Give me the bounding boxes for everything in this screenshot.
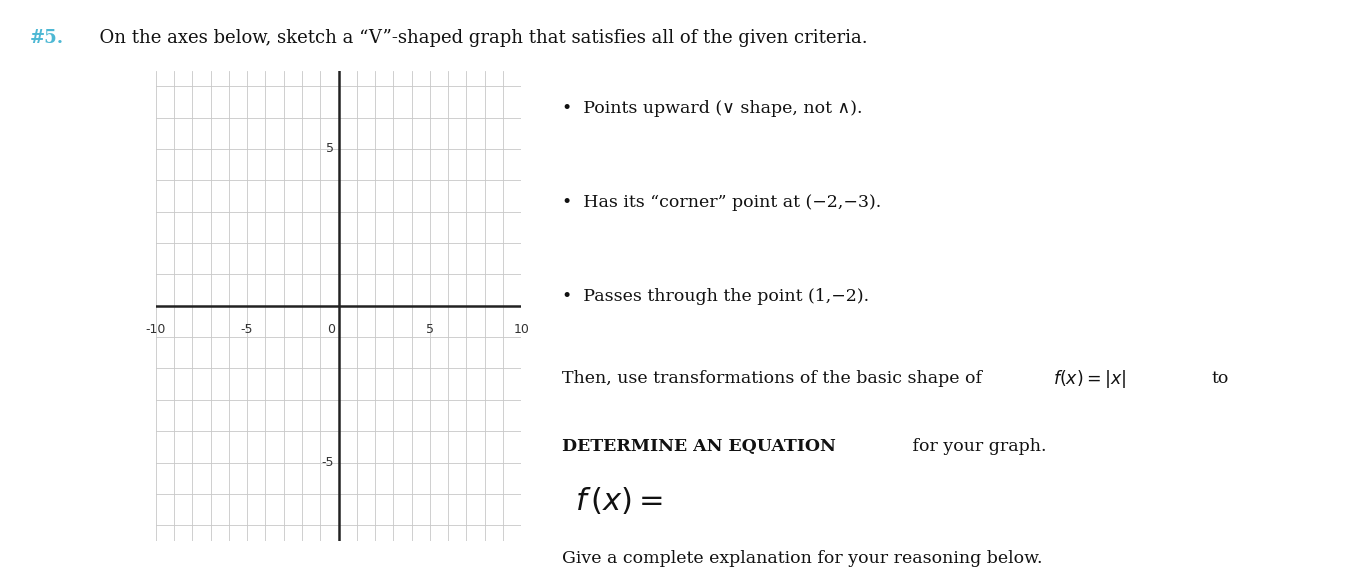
Text: 5: 5 <box>427 323 433 336</box>
Text: -5: -5 <box>321 456 334 469</box>
Text: 5: 5 <box>326 142 334 155</box>
Text: Give a complete explanation for your reasoning below.: Give a complete explanation for your rea… <box>562 550 1043 567</box>
Text: $f\,(x) =$: $f\,(x) =$ <box>575 485 663 516</box>
Text: 10: 10 <box>513 323 529 336</box>
Text: to: to <box>1212 370 1229 387</box>
Text: •  Points upward (∨ shape, not ∧).: • Points upward (∨ shape, not ∧). <box>562 100 862 117</box>
Text: -5: -5 <box>241 323 253 336</box>
Text: -10: -10 <box>145 323 167 336</box>
Text: 0: 0 <box>326 323 334 336</box>
Text: #5.: #5. <box>30 29 64 48</box>
Text: for your graph.: for your graph. <box>907 438 1047 455</box>
Text: $f(x) = |x|$: $f(x) = |x|$ <box>1053 368 1127 389</box>
Text: •  Has its “corner” point at (−2,−3).: • Has its “corner” point at (−2,−3). <box>562 194 881 211</box>
Text: Then, use transformations of the basic shape of: Then, use transformations of the basic s… <box>562 370 982 387</box>
Text: DETERMINE AN EQUATION: DETERMINE AN EQUATION <box>562 438 835 455</box>
Text: On the axes below, sketch a “V”-shaped graph that satisfies all of the given cri: On the axes below, sketch a “V”-shaped g… <box>88 29 868 48</box>
Text: •  Passes through the point (1,−2).: • Passes through the point (1,−2). <box>562 288 869 305</box>
